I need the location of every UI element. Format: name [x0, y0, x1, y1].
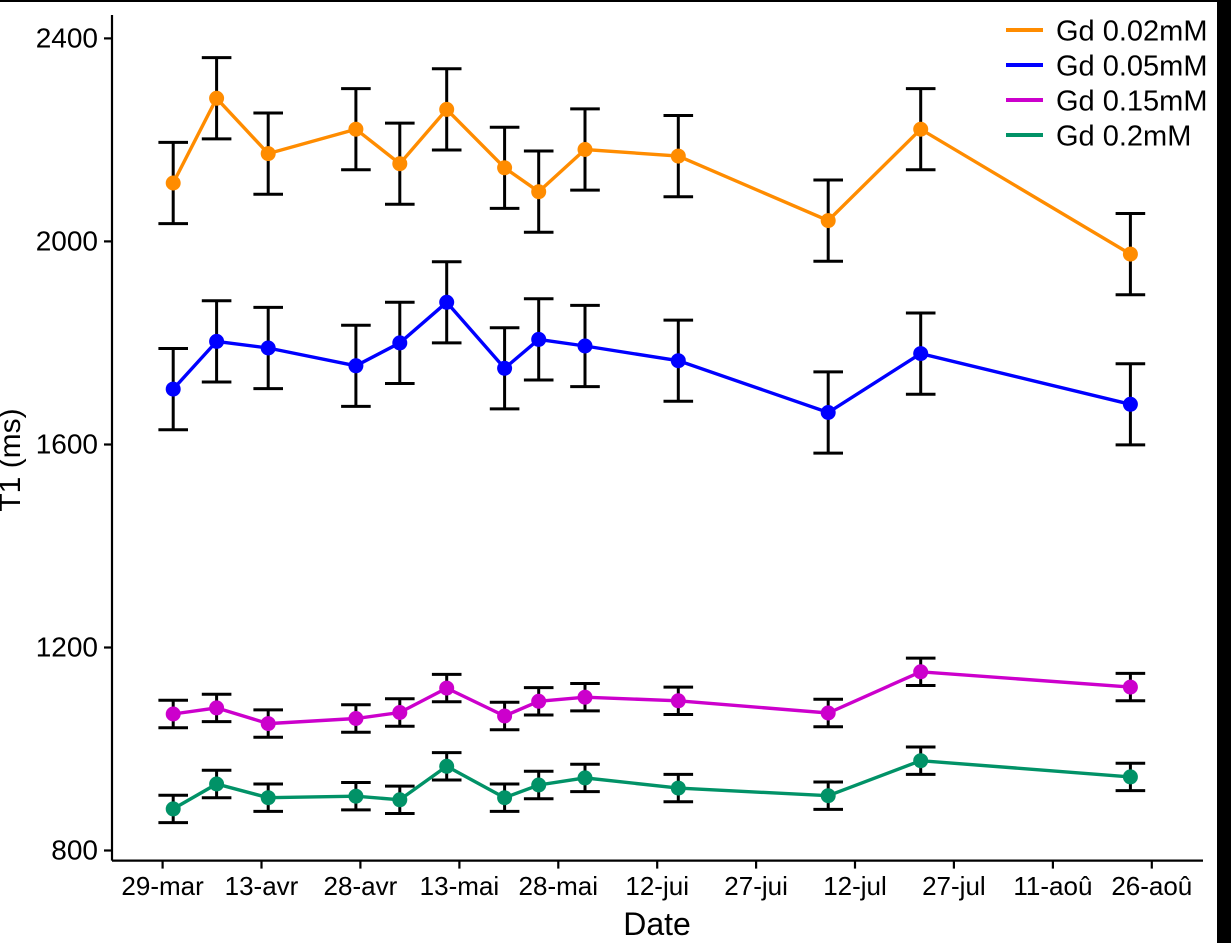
svg-text:Gd 0.2mM: Gd 0.2mM [1056, 121, 1191, 153]
svg-text:28-avr: 28-avr [324, 871, 398, 901]
svg-text:2400: 2400 [36, 23, 98, 54]
svg-text:2000: 2000 [36, 226, 98, 257]
svg-text:11-aoû: 11-aoû [1013, 871, 1092, 901]
svg-text:12-jul: 12-jul [823, 871, 887, 901]
svg-text:13-avr: 13-avr [225, 871, 299, 901]
svg-text:29-mar: 29-mar [121, 871, 204, 901]
svg-text:28-mai: 28-mai [519, 871, 598, 901]
svg-text:Date: Date [623, 906, 691, 942]
svg-text:27-jui: 27-jui [724, 871, 788, 901]
svg-text:1200: 1200 [36, 632, 98, 663]
svg-text:Gd 0.02mM: Gd 0.02mM [1056, 16, 1208, 48]
svg-text:Gd 0.15mM: Gd 0.15mM [1056, 86, 1208, 118]
svg-text:T1 (ms): T1 (ms) [0, 408, 27, 511]
svg-text:27-jul: 27-jul [922, 871, 986, 901]
svg-text:800: 800 [51, 835, 98, 866]
svg-text:26-aoû: 26-aoû [1111, 871, 1192, 901]
svg-text:12-jui: 12-jui [625, 871, 689, 901]
svg-text:13-mai: 13-mai [420, 871, 499, 901]
svg-text:1600: 1600 [36, 429, 98, 460]
svg-text:Gd 0.05mM: Gd 0.05mM [1056, 51, 1208, 83]
